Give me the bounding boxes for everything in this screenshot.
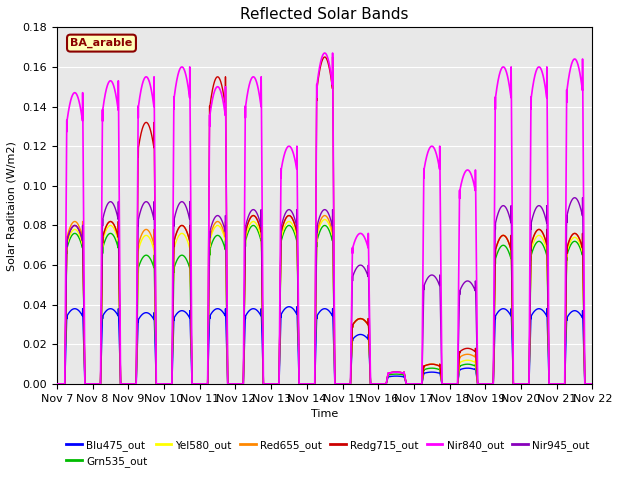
Legend: Blu475_out, Grn535_out, Yel580_out, Red655_out, Redg715_out, Nir840_out, Nir945_: Blu475_out, Grn535_out, Yel580_out, Red6…	[62, 435, 593, 471]
Title: Reflected Solar Bands: Reflected Solar Bands	[241, 7, 409, 22]
X-axis label: Time: Time	[311, 409, 339, 419]
Y-axis label: Solar Raditaion (W/m2): Solar Raditaion (W/m2)	[7, 141, 17, 271]
Text: BA_arable: BA_arable	[70, 38, 132, 48]
